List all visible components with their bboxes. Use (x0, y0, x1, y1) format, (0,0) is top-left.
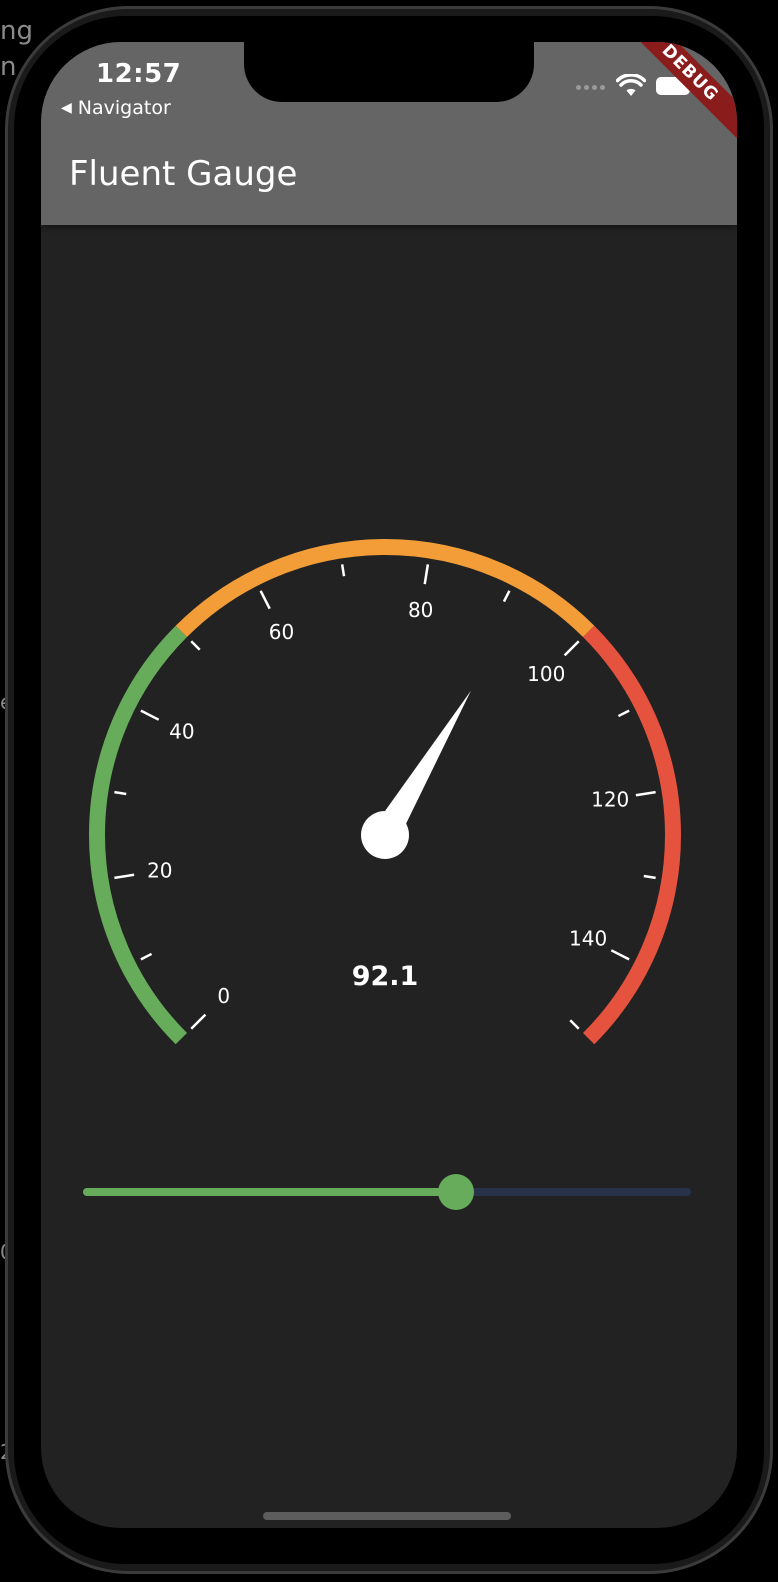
gauge-tick-label: 140 (569, 927, 607, 951)
back-to-app-button[interactable]: ◀ Navigator (61, 97, 171, 119)
background-text-fragment: 2 (0, 1440, 8, 1464)
gauge-range-2 (582, 625, 681, 1045)
background-text-fragment: nc (0, 52, 16, 82)
back-triangle-icon: ◀ (61, 100, 72, 116)
gauge-minor-tick (190, 640, 201, 651)
gauge-major-tick (140, 709, 160, 721)
wifi-icon (616, 74, 646, 96)
gauge-tick-label: 120 (591, 787, 629, 811)
background-text-fragment: ng (0, 16, 33, 46)
device-screen: 12:57 ◀ Navigator DEBUG Fluent Gauge 0 20… (41, 42, 737, 1528)
gauge-major-tick (114, 873, 135, 880)
gauge-major-tick (259, 590, 271, 610)
back-label: Navigator (77, 97, 171, 119)
gauge-range-0 (89, 625, 188, 1045)
gauge-minor-tick (340, 564, 346, 577)
status-time: 12:57 (96, 59, 182, 89)
gauge-minor-tick (569, 1019, 580, 1030)
gauge-tick-label: 0 (217, 984, 230, 1008)
gauge-tick-label: 80 (408, 598, 433, 622)
gauge-tick-label: 40 (169, 719, 194, 743)
gauge-tick-label: 100 (527, 662, 565, 686)
gauge-minor-tick (643, 874, 656, 880)
gauge-svg: 0 20 40 60 80 100 120 140 92.1 (89, 539, 681, 1045)
gauge-tick-label: 60 (269, 620, 294, 644)
gauge-value-slider[interactable] (83, 1174, 691, 1210)
gauge-range-1 (175, 539, 595, 638)
gauge-needle (372, 690, 471, 843)
gauge-tick-label: 20 (147, 859, 172, 883)
gauge-minor-tick (502, 590, 511, 603)
home-indicator (263, 1512, 511, 1520)
background-text-fragment: e (0, 690, 8, 714)
gauge-major-tick (635, 790, 656, 797)
gauge-major-tick (423, 564, 430, 585)
gauge-minor-tick (140, 952, 153, 961)
device-notch (244, 42, 534, 102)
gauge-major-tick (190, 1013, 207, 1030)
gauge-minor-tick (617, 709, 630, 718)
gauge-value-label: 92.1 (352, 961, 419, 992)
gauge-major-tick (563, 640, 580, 657)
gauge-needle-hub (361, 811, 409, 859)
page-title: Fluent Gauge (69, 154, 298, 194)
slider-thumb[interactable] (438, 1174, 475, 1210)
gauge-major-tick (610, 949, 630, 961)
slider-active-track (83, 1188, 457, 1196)
background-text-fragment: 0 (0, 1240, 8, 1264)
cellular-signal-icon (576, 85, 605, 90)
gauge-minor-tick (114, 790, 127, 796)
gauge: 0 20 40 60 80 100 120 140 92.1 (41, 225, 737, 1225)
